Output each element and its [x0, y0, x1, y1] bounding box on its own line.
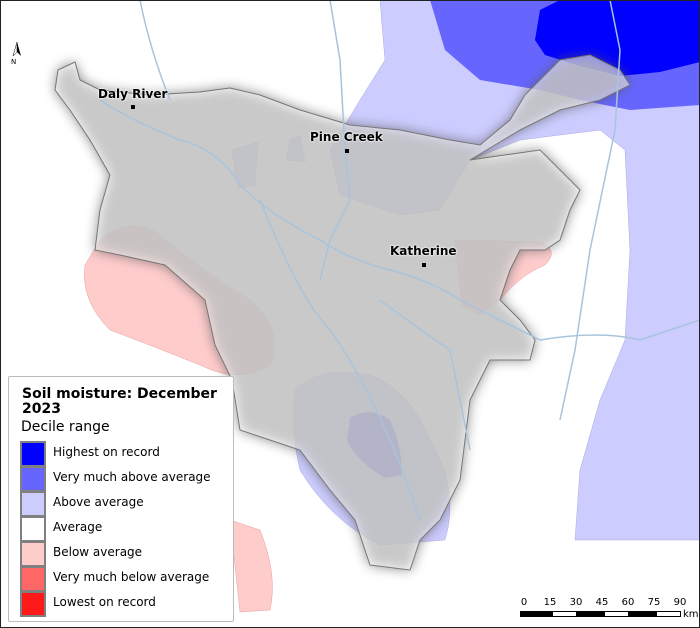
legend-item-label: Below average [53, 545, 143, 559]
legend-item: Average [20, 516, 230, 542]
legend-title: Soil moisture: December 2023 [22, 386, 217, 417]
legend-swatch [20, 466, 46, 492]
legend-item: Below average [20, 541, 230, 567]
scale-unit: km [683, 609, 699, 620]
town-marker [131, 105, 135, 109]
scale-segment [604, 611, 629, 617]
legend-item: Above average [20, 491, 230, 517]
scale-segment [520, 611, 552, 617]
scale-tick: 30 [569, 597, 583, 608]
north-label: N [11, 58, 17, 66]
scale-segment [656, 611, 681, 617]
legend-item: Very much below average [20, 566, 230, 592]
scale-tick: 45 [595, 597, 609, 608]
legend-item-label: Very much above average [53, 470, 211, 484]
legend-item: Lowest on record [20, 591, 230, 617]
legend-swatch [20, 441, 46, 467]
legend-subtitle: Decile range [21, 419, 110, 435]
scale-segment [577, 611, 604, 617]
scale-segment [552, 611, 577, 617]
legend: Soil moisture: December 2023 Decile rang… [8, 376, 234, 622]
legend-swatch [20, 491, 46, 517]
legend-item-label: Highest on record [53, 445, 160, 459]
legend-swatch [20, 566, 46, 592]
north-arrow: N [10, 41, 24, 66]
legend-swatch [20, 541, 46, 567]
legend-item-label: Average [53, 520, 103, 534]
legend-item: Highest on record [20, 441, 230, 467]
town-marker [345, 149, 349, 153]
scale-tick: 60 [621, 597, 635, 608]
scale-bar: 0 15 30 45 60 75 90 km [518, 597, 699, 623]
north-arrow-icon [12, 41, 21, 57]
scale-tick: 90 [673, 597, 687, 608]
town-marker [422, 263, 426, 267]
catchment-boundary [54, 54, 631, 571]
scale-tick: 75 [647, 597, 661, 608]
town-label-daly-river: Daly River [98, 87, 168, 101]
legend-item: Very much above average [20, 466, 230, 492]
rivers [99, 0, 700, 521]
legend-item-label: Above average [53, 495, 144, 509]
scale-segment [629, 611, 656, 617]
legend-swatch [20, 591, 46, 617]
legend-swatch [20, 516, 46, 542]
town-label-katherine: Katherine [390, 244, 457, 258]
legend-item-label: Lowest on record [53, 595, 156, 609]
scale-tick: 15 [543, 597, 557, 608]
scale-tick: 0 [520, 597, 528, 608]
town-label-pine-creek: Pine Creek [310, 130, 383, 144]
legend-item-label: Very much below average [53, 570, 210, 584]
